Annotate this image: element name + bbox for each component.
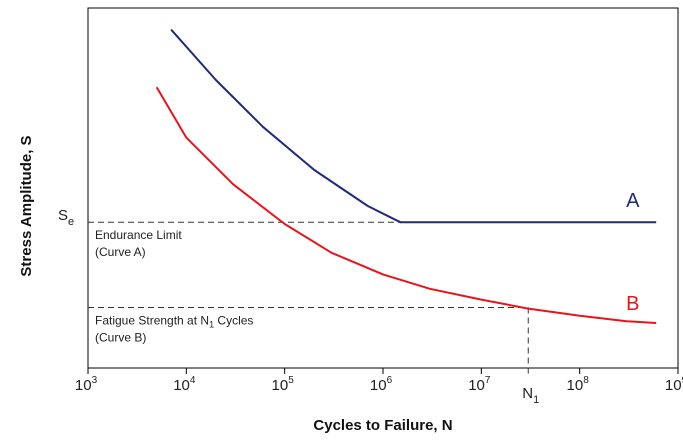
fatigue-note-line2: (Curve B): [95, 331, 146, 345]
x-tick-label: 104: [173, 375, 196, 394]
x-tick-label: 103: [75, 375, 98, 394]
fatigue-note-line1: Fatigue Strength at N1 Cycles: [95, 314, 253, 330]
n1-label: N1: [522, 385, 539, 406]
se-label: Se: [58, 207, 74, 228]
plot-area: [87, 7, 679, 374]
reference-lines: [88, 221, 529, 374]
endurance-note-line2: (Curve A): [95, 245, 146, 259]
series-lines: AB: [155, 28, 657, 324]
curve-b: [155, 86, 657, 324]
x-tick-label: 106: [370, 375, 393, 394]
x-tick-label: 107: [468, 375, 491, 394]
curve-a: [170, 28, 657, 224]
x-tick-label: 109: [665, 375, 683, 394]
x-axis-title: Cycles to Failure, N: [313, 417, 452, 434]
curve-label-a: A: [626, 190, 640, 212]
endurance-note-line1: Endurance Limit: [95, 228, 182, 242]
axis-labels: 103 104 105 106 107 108 109: [75, 375, 683, 394]
x-tick-label: 108: [567, 375, 590, 394]
curve-label-b: B: [626, 293, 639, 315]
y-axis-title: Stress Amplitude, S: [18, 135, 35, 276]
x-tick-label: 105: [272, 375, 295, 394]
annotations: Se Endurance Limit (Curve A) Fatigue Streng…: [58, 207, 539, 406]
